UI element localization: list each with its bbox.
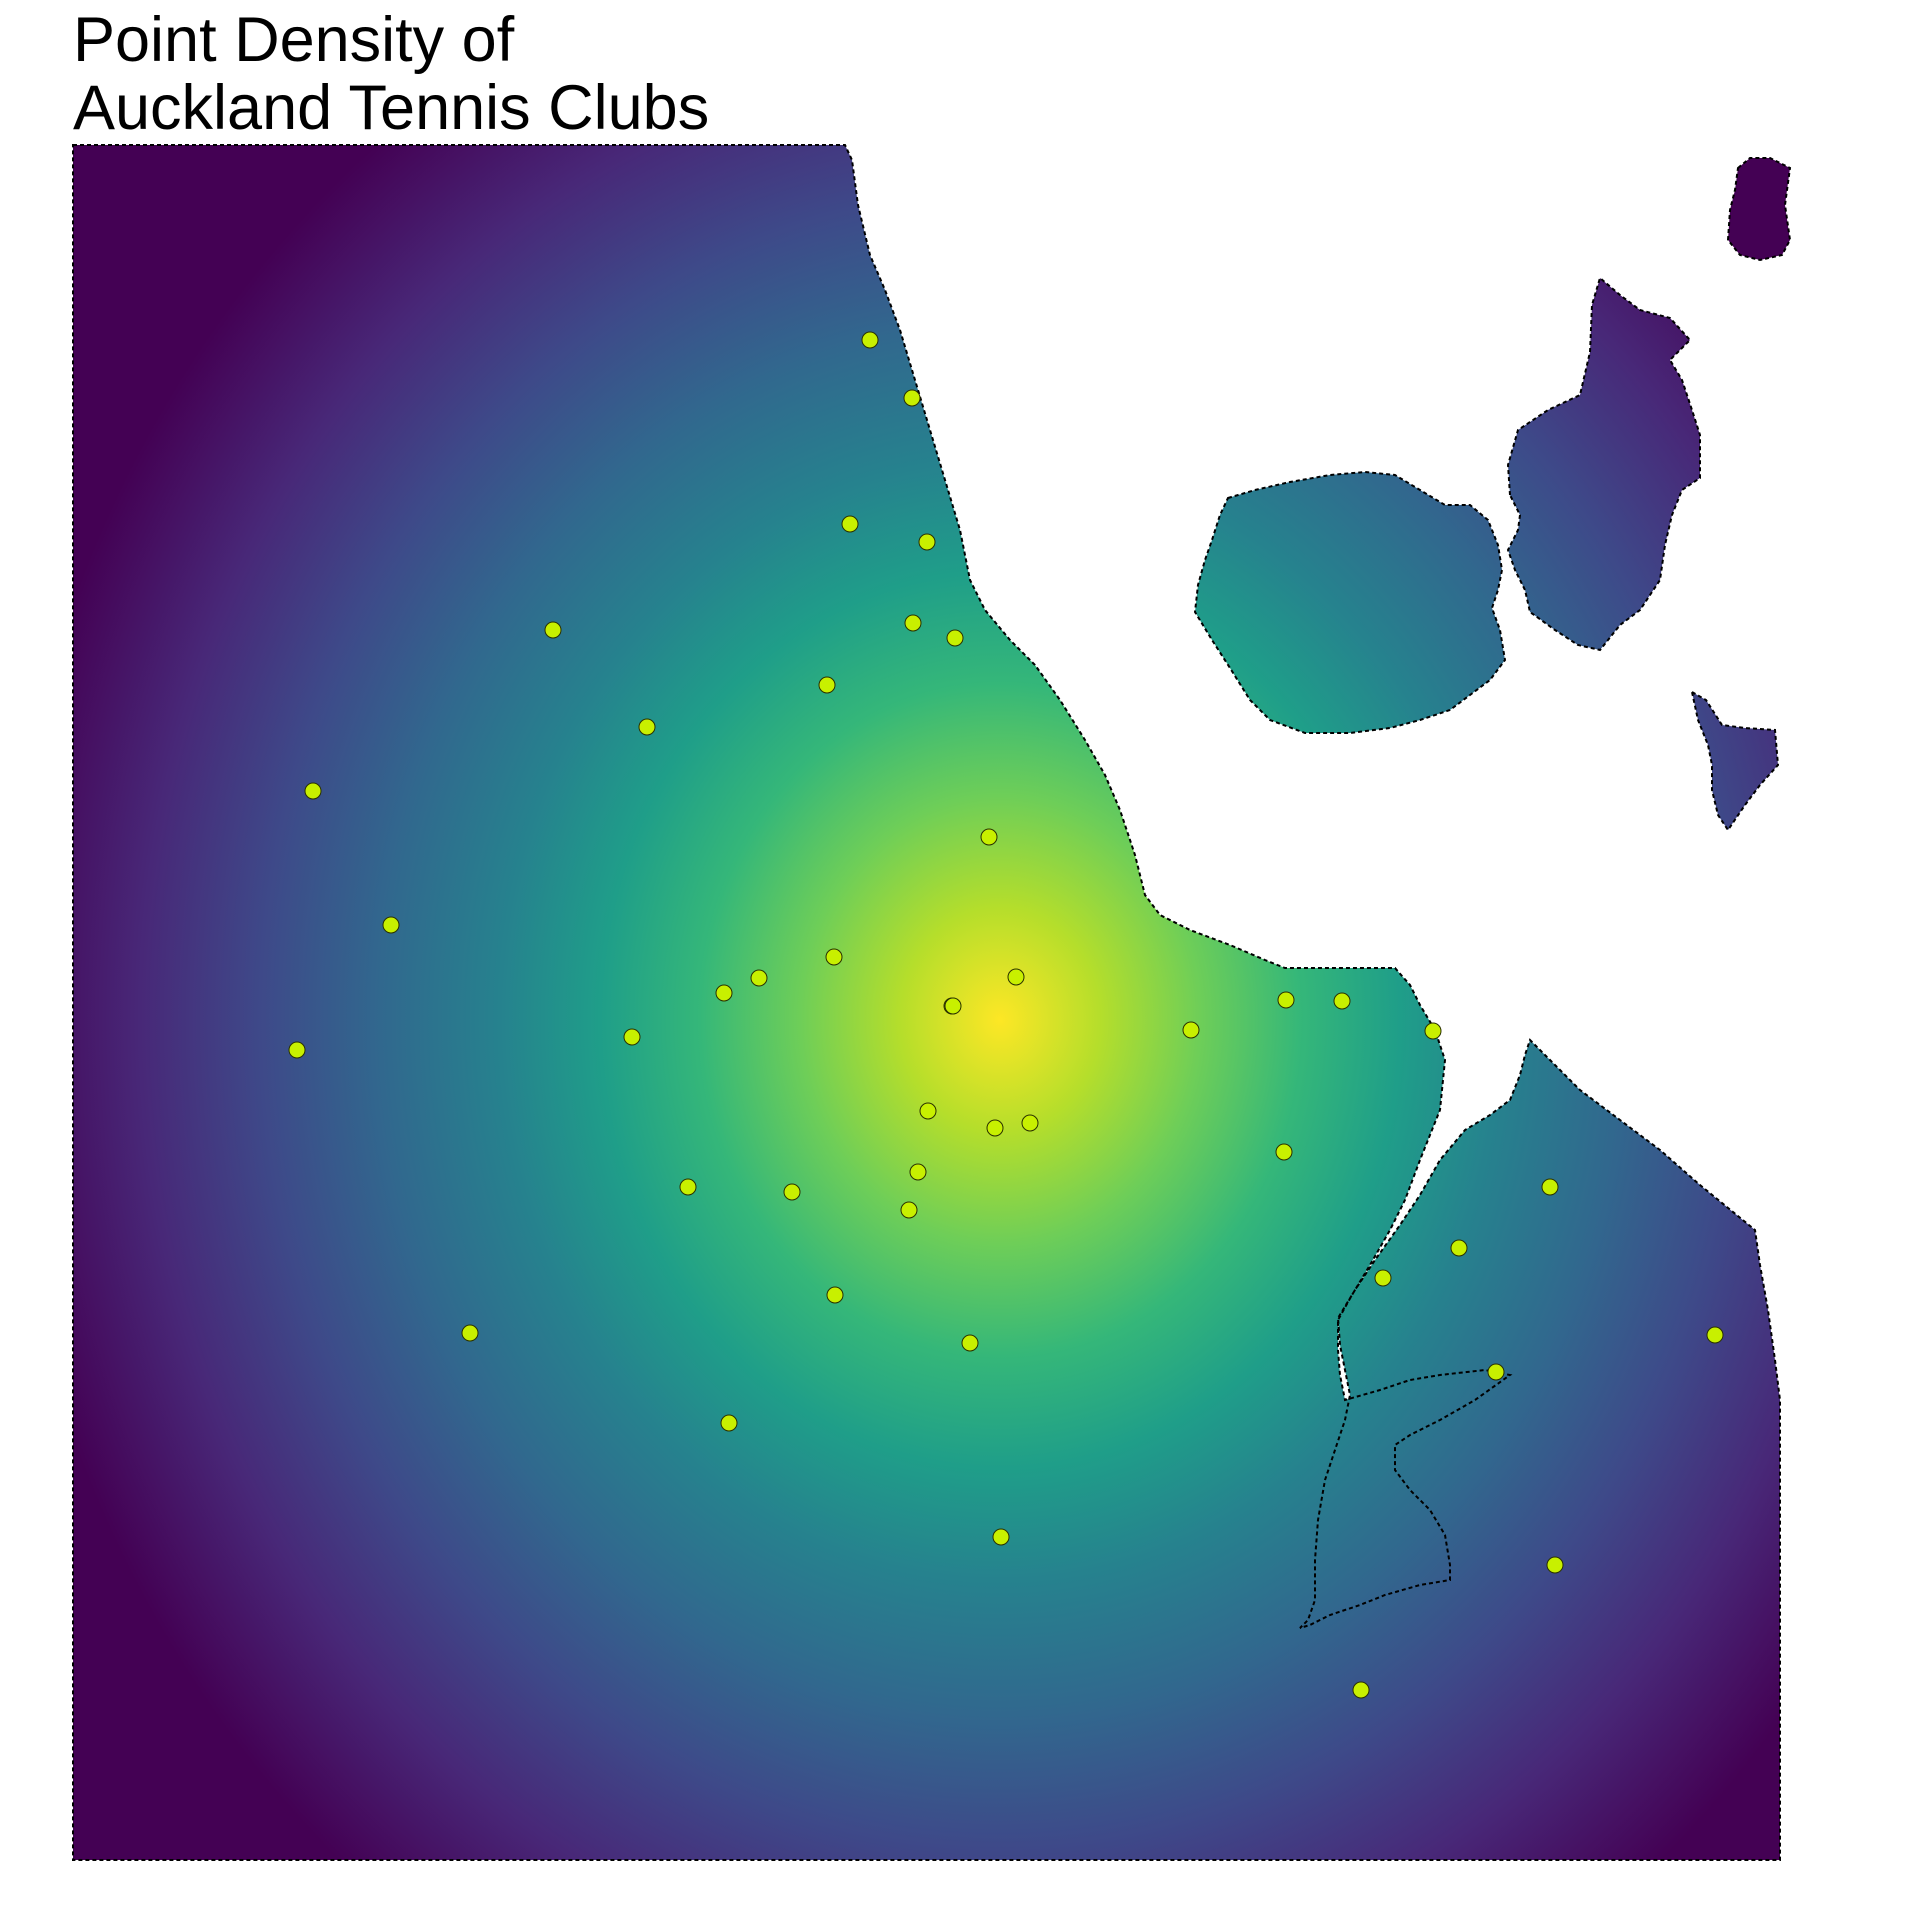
tennis-club-point[interactable] [288,1041,306,1059]
tennis-club-point[interactable] [980,828,998,846]
tennis-club-point[interactable] [904,614,922,632]
coastline [1726,157,1792,262]
tennis-club-point[interactable] [679,1178,697,1196]
tennis-club-point[interactable] [841,515,859,533]
tennis-club-point[interactable] [623,1028,641,1046]
tennis-club-point[interactable] [304,782,322,800]
map-title-line-1: Point Density of [73,5,515,75]
tennis-club-point[interactable] [750,969,768,987]
tennis-club-point[interactable] [992,1528,1010,1546]
tennis-club-point[interactable] [1487,1363,1505,1381]
tennis-club-point[interactable] [1541,1178,1559,1196]
club-points-layer [288,331,1724,1699]
tennis-club-point[interactable] [638,718,656,736]
mainland-density-surface [73,145,1780,1860]
tennis-club-point[interactable] [1706,1326,1724,1344]
tennis-club-point[interactable] [1333,992,1351,1010]
tennis-club-point[interactable] [1450,1239,1468,1257]
tennis-club-point[interactable] [1007,968,1025,986]
map-title: Point Density of Auckland Tennis Clubs [73,6,709,142]
tennis-club-point[interactable] [1546,1556,1564,1574]
map-title-line-2: Auckland Tennis Clubs [73,73,710,143]
tennis-club-point[interactable] [461,1324,479,1342]
tennis-club-point[interactable] [1424,1022,1442,1040]
tennis-club-point[interactable] [986,1119,1004,1137]
island-density-surface [1508,278,1700,650]
tennis-club-point[interactable] [1275,1143,1293,1161]
tennis-club-point[interactable] [944,997,962,1015]
tennis-club-point[interactable] [720,1414,738,1432]
coastline-layer [72,144,1792,1861]
tennis-club-point[interactable] [544,621,562,639]
tennis-club-point[interactable] [818,676,836,694]
tennis-club-point[interactable] [946,629,964,647]
coastline [1506,276,1701,652]
tennis-club-point[interactable] [1374,1269,1392,1287]
tennis-club-point[interactable] [909,1163,927,1181]
tennis-club-point[interactable] [1021,1114,1039,1132]
tennis-club-point[interactable] [382,916,400,934]
tennis-club-point[interactable] [715,984,733,1002]
island-density-surface [1195,472,1505,733]
tennis-club-point[interactable] [783,1183,801,1201]
tennis-club-point[interactable] [826,1286,844,1304]
tennis-club-point[interactable] [961,1334,979,1352]
tennis-club-point[interactable] [825,948,843,966]
tennis-club-point[interactable] [861,331,879,349]
tennis-club-point[interactable] [918,533,936,551]
island-density-surface [1728,158,1790,260]
tennis-club-point[interactable] [900,1201,918,1219]
land-layer [73,145,1790,1860]
island-density-surface [1692,692,1778,830]
tennis-club-point[interactable] [1277,991,1295,1009]
coastline [72,144,1781,1861]
tennis-club-point[interactable] [1352,1681,1370,1699]
tennis-club-point[interactable] [919,1102,937,1120]
tennis-club-point[interactable] [1182,1021,1200,1039]
tennis-club-point[interactable] [903,389,921,407]
